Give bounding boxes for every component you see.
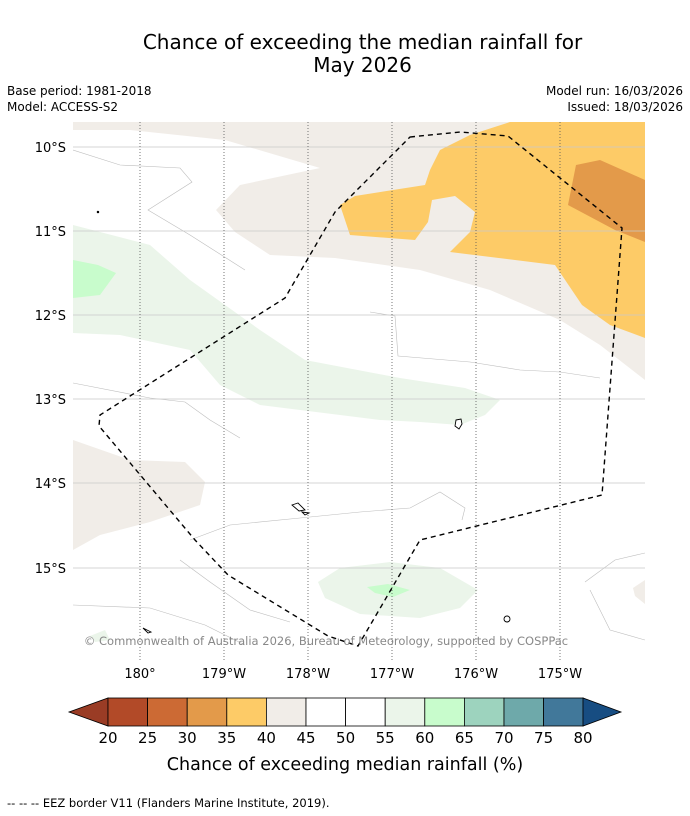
latitude-labels: 10°S 11°S 12°S 13°S 14°S 15°S <box>35 141 66 577</box>
colorbar-segment-20-25 <box>107 697 148 727</box>
colorbar <box>67 697 623 727</box>
lon-label-179w: 179°W <box>202 667 246 682</box>
island-central <box>291 502 306 512</box>
longitude-labels: 180° 179°W 178°W 177°W 176°W 175°W <box>124 667 582 682</box>
region-55-60-band <box>73 225 500 425</box>
colorbar-segment-30-35 <box>186 697 228 727</box>
colorbar-tick-20: 20 <box>98 729 117 747</box>
colorbar-tick-70: 70 <box>494 729 513 747</box>
base-period: Base period: 1981-2018 <box>7 84 152 98</box>
region-35-40 <box>340 122 645 338</box>
region-40-45-west <box>73 440 205 550</box>
lat-label-13s: 13°S <box>35 393 66 408</box>
colorbar-tick-25: 25 <box>138 729 157 747</box>
island-nw <box>96 210 100 214</box>
region-40-45-east <box>633 580 645 604</box>
colorbar-segment-75-80 <box>543 697 584 727</box>
lat-label-10s: 10°S <box>35 141 66 156</box>
title-line-1: Chance of exceeding the median rainfall … <box>142 30 583 54</box>
chart-title: Chance of exceeding the median rainfall … <box>0 31 690 77</box>
lat-label-11s: 11°S <box>35 225 66 240</box>
map-field: © Commonwealth of Australia 2026, Bureau… <box>73 122 645 660</box>
colorbar-tick-45: 45 <box>296 729 315 747</box>
island-north <box>454 418 463 430</box>
colorbar-tick-60: 60 <box>415 729 434 747</box>
meta-right: Model run: 16/03/2026 Issued: 18/03/2026 <box>546 83 683 115</box>
eez-note: -- -- -- EEZ border V11 (Flanders Marine… <box>7 796 330 810</box>
islands <box>96 210 511 634</box>
model-run: Model run: 16/03/2026 <box>545 84 683 98</box>
colorbar-segment-40-45 <box>265 697 307 727</box>
colorbar-tick-55: 55 <box>376 729 395 747</box>
colorbar-tick-80: 80 <box>573 729 592 747</box>
lon-label-176w: 176°W <box>454 667 498 682</box>
colorbar-segment-55-60 <box>384 697 426 727</box>
issued-date: Issued: 18/03/2026 <box>567 100 683 114</box>
model-name: Model: ACCESS-S2 <box>7 100 119 114</box>
colorbar-tick-35: 35 <box>217 729 236 747</box>
colorbar-label: Chance of exceeding median rainfall (%) <box>167 755 523 775</box>
colorbar-over-arrow <box>582 697 623 727</box>
region-30-35 <box>568 160 645 242</box>
island-sw <box>142 627 153 634</box>
colorbar-segment-50-55 <box>345 697 386 727</box>
colorbar-tick-65: 65 <box>455 729 474 747</box>
copyright-notice: © Commonwealth of Australia 2026, Bureau… <box>84 634 568 648</box>
colorbar-segment-70-75 <box>503 697 544 727</box>
lon-label-178w: 178°W <box>286 667 330 682</box>
colorbar-segment-25-30 <box>147 697 188 727</box>
title-line-2: May 2026 <box>313 53 412 77</box>
lat-label-14s: 14°S <box>35 477 66 492</box>
gridlines <box>73 122 645 660</box>
island-central-small <box>300 511 311 516</box>
colorbar-segment-35-40 <box>226 697 267 727</box>
colorbar-under-arrow <box>67 697 109 727</box>
region-60-65-west <box>73 260 116 298</box>
lon-label-175w: 175°W <box>538 667 582 682</box>
colorbar-ticks: 20 25 30 35 40 45 50 55 60 65 70 75 80 <box>98 729 592 747</box>
lon-label-177w: 177°W <box>370 667 414 682</box>
meta-left: Base period: 1981-2018 Model: ACCESS-S2 <box>7 83 152 115</box>
colorbar-tick-30: 30 <box>178 729 197 747</box>
colorbar-segment-65-70 <box>463 697 505 727</box>
colorbar-segment-60-65 <box>424 697 465 727</box>
colorbar-tick-50: 50 <box>336 729 355 747</box>
lat-label-15s: 15°S <box>35 562 66 577</box>
eez-border <box>98 131 623 647</box>
colorbar-tick-40: 40 <box>257 729 276 747</box>
island-east <box>503 615 511 623</box>
lon-label-180: 180° <box>124 667 155 682</box>
rainfall-map: © Commonwealth of Australia 2026, Bureau… <box>35 122 645 775</box>
region-55-60-sw <box>90 630 110 642</box>
lat-label-12s: 12°S <box>35 309 66 324</box>
colorbar-tick-75: 75 <box>534 729 553 747</box>
colorbar-segment-45-50 <box>305 697 346 727</box>
region-60-65-south <box>367 584 410 597</box>
